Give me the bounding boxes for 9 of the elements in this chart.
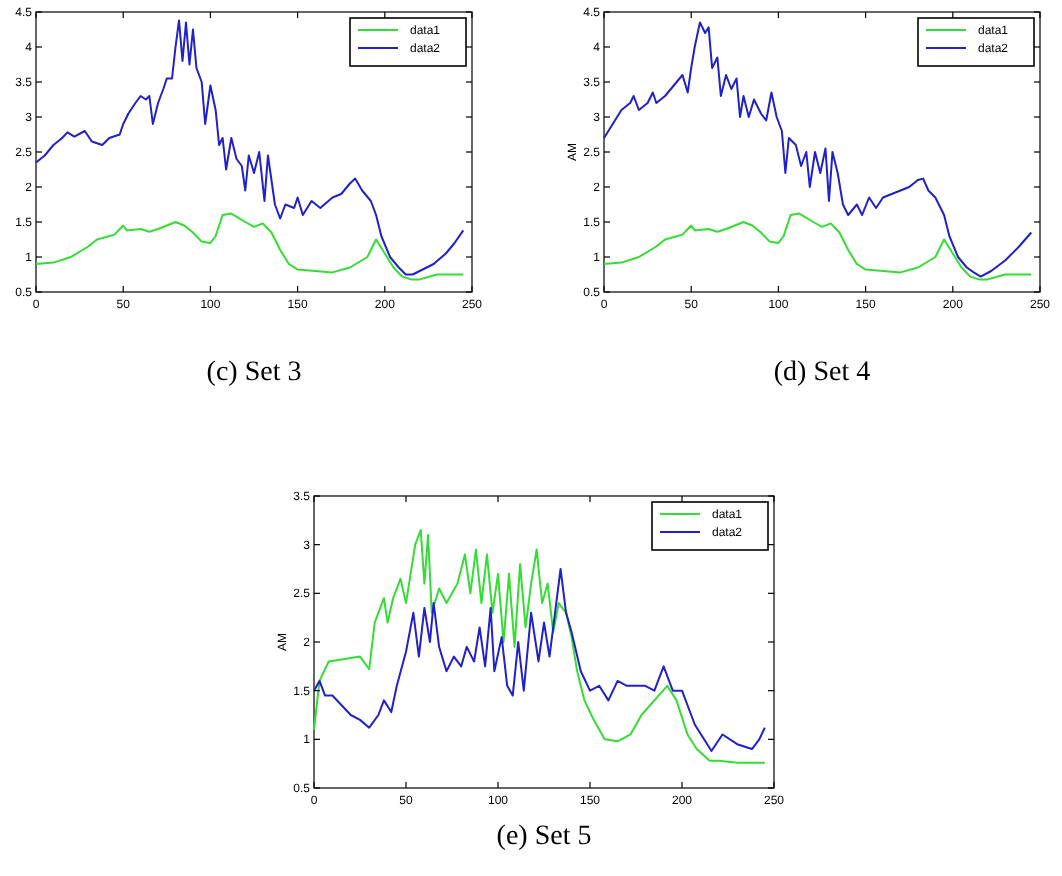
line-series: [313, 568, 766, 753]
text: (c) Set 3: [206, 358, 302, 388]
line-series: [603, 212, 1033, 281]
line-series: [603, 21, 1033, 278]
text: (d) Set 4: [773, 358, 871, 388]
text: (e) Set 5: [496, 822, 592, 852]
line-series: [35, 19, 465, 276]
line-series: [35, 212, 465, 281]
line-series: [313, 529, 766, 764]
